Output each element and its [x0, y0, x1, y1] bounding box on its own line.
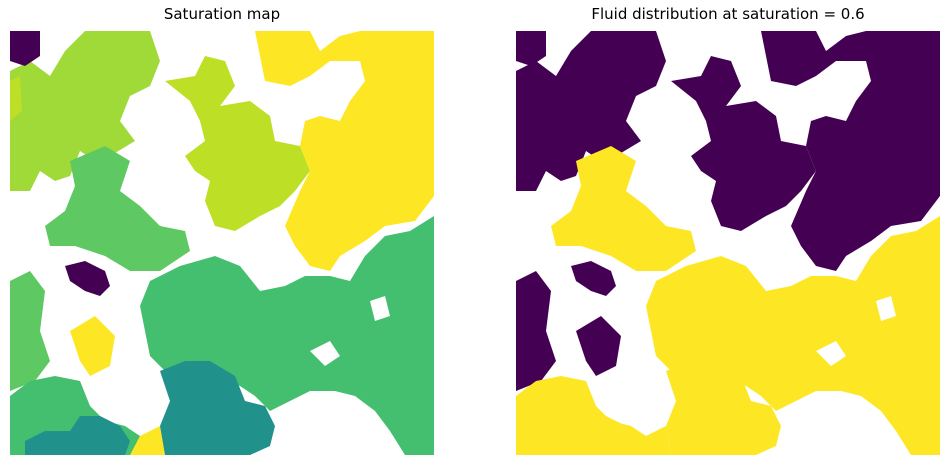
region-dark-purple-corner	[10, 31, 40, 66]
region-unfilled	[516, 31, 546, 66]
pore	[310, 341, 340, 366]
region-filled	[666, 361, 781, 455]
pore	[140, 391, 160, 426]
region-unfilled	[516, 271, 556, 391]
region-unfilled	[571, 261, 616, 296]
region-yellow-green	[10, 31, 160, 191]
pore	[816, 341, 846, 366]
pore	[370, 296, 390, 321]
region-filled	[551, 146, 696, 271]
region-lime	[165, 56, 310, 231]
region-filled	[646, 216, 940, 455]
region-teal-bottom	[25, 416, 130, 455]
region-filled	[636, 426, 671, 455]
region-unfilled	[576, 316, 621, 376]
region-dark-purple	[65, 261, 110, 296]
region-light-green-left	[10, 271, 50, 391]
region-yellow-small	[70, 316, 115, 376]
region-lime-small	[10, 76, 22, 121]
fluid-distribution-title: Fluid distribution at saturation = 0.6	[591, 5, 865, 23]
region-unfilled	[671, 56, 816, 231]
region-unfilled	[761, 31, 940, 271]
saturation-map-title: Saturation map	[163, 5, 281, 23]
region-mid-green	[140, 216, 434, 455]
region-unfilled	[516, 31, 666, 191]
fluid-distribution-image	[516, 31, 940, 455]
region-filled	[531, 416, 636, 455]
fluid-distribution-panel: Fluid distribution at saturation = 0.6	[516, 0, 940, 465]
region-light-green	[45, 146, 190, 271]
region-teal	[160, 361, 275, 455]
pore	[876, 296, 896, 321]
pore	[646, 391, 666, 426]
saturation-map-panel: Saturation map	[10, 0, 434, 465]
region-yellow	[255, 31, 434, 271]
saturation-map-image	[10, 31, 434, 455]
region-yellow-center	[130, 426, 165, 455]
